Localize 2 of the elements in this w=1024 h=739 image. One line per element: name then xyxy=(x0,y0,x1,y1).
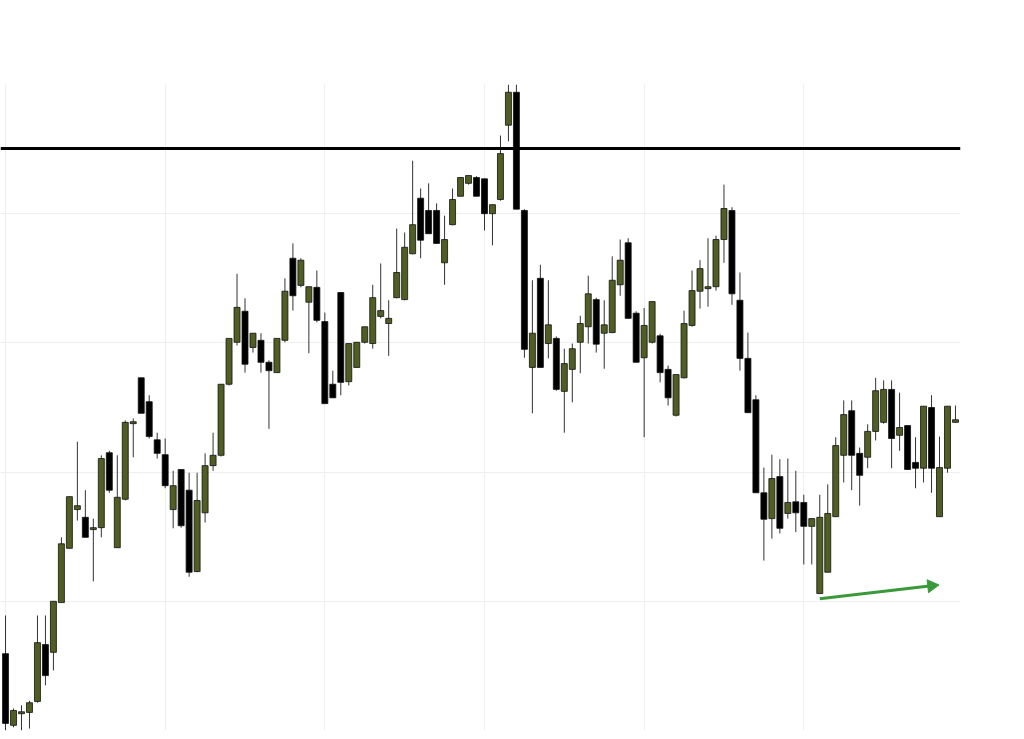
candlestick xyxy=(385,299,393,357)
candlestick xyxy=(153,432,161,460)
